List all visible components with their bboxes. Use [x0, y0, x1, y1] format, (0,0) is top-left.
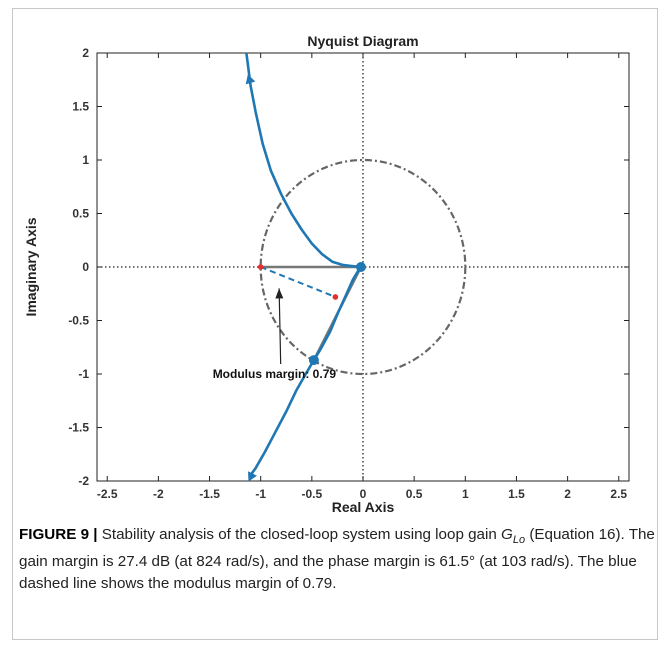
y-tick-label: 1.5	[72, 100, 89, 114]
x-tick-label: -1	[255, 487, 266, 501]
x-tick-label: 2	[564, 487, 571, 501]
y-tick-label: 1	[82, 153, 89, 167]
figure-caption: FIGURE 9 | Stability analysis of the clo…	[19, 524, 659, 595]
direction-arrow-top	[245, 74, 256, 85]
direction-arrow-bottom	[248, 471, 257, 482]
x-tick-label: -2.5	[97, 487, 118, 501]
y-tick-label: 2	[82, 46, 89, 60]
annotation-arrow-head	[275, 288, 284, 299]
y-tick-label: -2	[78, 474, 89, 488]
critical-point	[257, 264, 264, 270]
caption-text-1: Stability analysis of the closed-loop sy…	[97, 526, 502, 543]
unit-circle	[259, 158, 467, 376]
y-tick-label: 0	[82, 260, 89, 274]
gain-symbol: G	[501, 526, 513, 543]
y-tick-label: -1	[78, 367, 89, 381]
modulus-margin-line	[260, 266, 336, 298]
nyquist-curve-positive	[245, 52, 362, 269]
chart-title: Nyquist Diagram	[307, 33, 418, 49]
x-tick-label: 0.5	[406, 487, 423, 501]
annotation-arrow-line	[278, 288, 282, 365]
y-tick-label: -1.5	[68, 421, 89, 435]
closest-point	[332, 294, 339, 300]
x-tick-label: 1	[462, 487, 469, 501]
tick-labels: -2.5 -2 -1.5 -1 -0.5 0 0.5 1 1.5 2 2.5 -2 -1.5 -1 -0.5…	[68, 46, 627, 501]
chart-marks: Modulus margin: 0.79	[97, 52, 629, 482]
y-tick-label: -0.5	[68, 314, 89, 328]
origin-point	[355, 262, 366, 272]
modulus-margin-label: Modulus margin: 0.79	[213, 367, 337, 381]
x-tick-label: -0.5	[302, 487, 323, 501]
figure-label: FIGURE 9 |	[19, 526, 98, 543]
x-tick-label: 0	[360, 487, 367, 501]
caption-text-2: (Equation 16). The gain margin is 27.4 d…	[19, 526, 655, 593]
nyquist-chart: Nyquist Diagram Real Axis Imaginary Axis…	[23, 33, 630, 515]
y-tick-label: 0.5	[72, 207, 89, 221]
unit-circle-crossing-point	[308, 355, 319, 366]
x-tick-label: -2	[153, 487, 164, 501]
x-tick-label: 2.5	[610, 487, 627, 501]
y-axis-title: Imaginary Axis	[23, 217, 39, 316]
x-axis-title: Real Axis	[332, 499, 395, 515]
x-tick-label: 1.5	[508, 487, 525, 501]
gain-subscript: Lo	[512, 534, 526, 547]
x-tick-label: -1.5	[199, 487, 220, 501]
